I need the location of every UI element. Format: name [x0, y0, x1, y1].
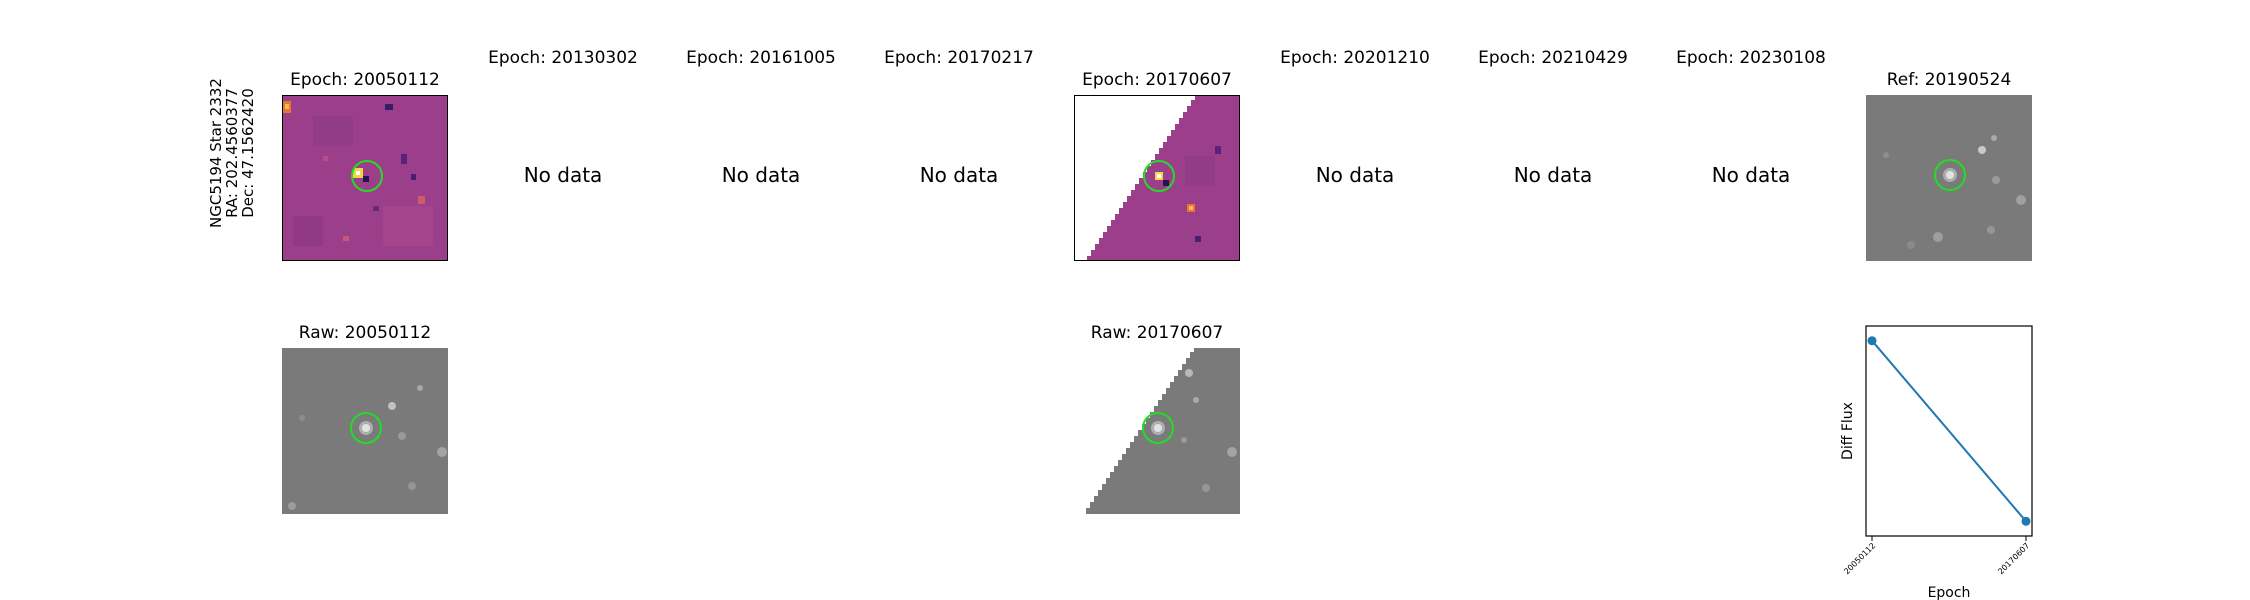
epoch-title-5: Epoch: 20170607	[1082, 70, 1232, 90]
light-curve-chart: 20050112 20170607 Diff Flux Epoch	[1840, 325, 2033, 600]
no-data-label-7: No data	[1513, 163, 1593, 187]
ref-title: Ref: 20190524	[1886, 70, 2012, 90]
diff-image-20170607	[1074, 95, 1240, 261]
no-data-label-3: No data	[721, 163, 801, 187]
raw-image-20050112	[282, 348, 448, 514]
no-data-label-8: No data	[1711, 163, 1791, 187]
epoch-title-8: Epoch: 20230108	[1676, 48, 1826, 68]
data-point-20050112	[1867, 336, 1877, 346]
series-line	[1871, 340, 2027, 522]
no-data-label-6: No data	[1315, 163, 1395, 187]
epoch-title-2: Epoch: 20130302	[488, 48, 638, 68]
raw-image-20170607	[1074, 348, 1240, 514]
epoch-title-1: Epoch: 20050112	[290, 70, 440, 90]
epoch-title-7: Epoch: 20210429	[1478, 48, 1628, 68]
y-axis-label: Diff Flux	[1840, 402, 1856, 460]
object-name: NGC5194 Star 2332	[207, 78, 225, 228]
data-point-20170607	[2021, 516, 2031, 526]
diff-image-20050112	[282, 95, 448, 261]
no-data-label-4: No data	[919, 163, 999, 187]
no-data-label-2: No data	[523, 163, 603, 187]
ref-image	[1866, 95, 2032, 261]
epoch-title-6: Epoch: 20201210	[1280, 48, 1430, 68]
epoch-title-3: Epoch: 20161005	[686, 48, 836, 68]
object-ra: RA: 202.4560377	[223, 88, 241, 218]
target-marker-circle	[351, 160, 383, 192]
x-tick-label: 20170607	[1996, 541, 2031, 576]
epoch-title-4: Epoch: 20170217	[884, 48, 1034, 68]
raw-title-1: Raw: 20050112	[298, 323, 432, 343]
x-axis-label: Epoch	[1928, 585, 1971, 600]
raw-title-2: Raw: 20170607	[1090, 323, 1224, 343]
x-tick-label: 20050112	[1842, 541, 1877, 576]
